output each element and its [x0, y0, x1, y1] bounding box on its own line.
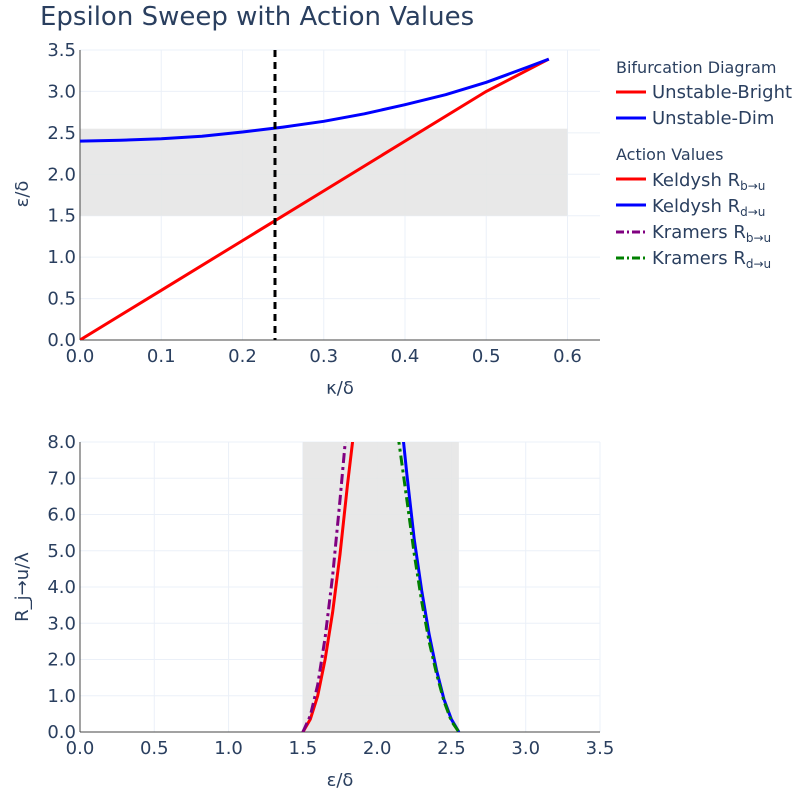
plot1-y-tick-label: 0.5	[47, 289, 76, 310]
plot2-series-line-1	[301, 442, 355, 732]
plot2-series-line-3	[301, 442, 347, 732]
plot2-x-axis-title: ε/δ	[327, 770, 354, 791]
legend-item-keldysh-du[interactable]: Keldysh Rd→u	[616, 196, 765, 219]
plot1-series-group	[80, 57, 550, 340]
plot1-x-tick-label: 0.4	[391, 346, 420, 367]
plot2-shaded-region	[302, 442, 459, 732]
plot1-y-tick-label: 3.0	[47, 81, 76, 102]
plot1-x-tick-label: 0.3	[309, 346, 338, 367]
plot2-x-tick-label: 2.5	[437, 738, 466, 759]
plot2-y-tick-label: 6.0	[47, 505, 76, 526]
legend: Bifurcation Diagram Unstable-Bright Unst…	[616, 58, 792, 271]
plot2-series-line-2	[402, 442, 461, 732]
plot2-y-tick-label: 8.0	[47, 432, 76, 453]
legend-group-action-title: Action Values	[616, 145, 723, 164]
legend-label: Kramers Rb→u	[652, 222, 771, 245]
plot2-y-tick-label: 5.0	[47, 541, 76, 562]
action-values-plot: 0.0 0.5 1.0 1.5 2.0 2.5 3.0 3.5 0.0 1.0 2.0 3.0 4.0 5…	[47, 432, 615, 759]
plot2-y-tick-label: 4.0	[47, 577, 76, 598]
plot2-y-tick-label: 1.0	[47, 686, 76, 707]
plot1-y-tick-label: 2.5	[47, 123, 76, 144]
legend-label: Keldysh Rb→u	[652, 170, 765, 193]
bifurcation-plot: 0.0 0.1 0.2 0.3 0.4 0.5 0.6 0.0 0.5 1.0 1.5 2.0 2.5 3…	[47, 40, 600, 367]
plot1-y-tick-label: 1.5	[47, 206, 76, 227]
plot1-y-tick-label: 2.0	[47, 164, 76, 185]
plot2-x-tick-label: 0.5	[140, 738, 169, 759]
plot1-x-axis-title: κ/δ	[326, 378, 354, 399]
plot2-x-tick-label: 1.0	[214, 738, 243, 759]
plot1-series-line-2	[80, 57, 550, 143]
plot2-series-group	[301, 442, 461, 732]
plot2-x-tick-label: 3.5	[586, 738, 615, 759]
plot1-x-tick-label: 0.1	[147, 346, 176, 367]
plot2-y-axis-title: R_j→u/λ	[12, 552, 33, 622]
plot1-shaded-region	[80, 128, 568, 216]
plot2-x-tick-label: 0.0	[66, 738, 95, 759]
plot1-series-line-1	[80, 57, 550, 340]
plot1-x-tick-label: 0.0	[66, 346, 95, 367]
legend-label: Unstable-Dim	[652, 108, 774, 129]
legend-label: Keldysh Rd→u	[652, 196, 765, 219]
plot1-y-axis-title: ε/δ	[12, 181, 33, 208]
plot2-y-tick-label: 0.0	[47, 722, 76, 743]
plot1-x-tick-label: 0.6	[553, 346, 582, 367]
legend-item-unstable-dim[interactable]: Unstable-Dim	[616, 108, 774, 129]
chart-title: Epsilon Sweep with Action Values	[40, 2, 474, 32]
legend-label: Kramers Rd→u	[652, 248, 771, 271]
plot2-x-tick-label: 3.0	[511, 738, 540, 759]
legend-label: Unstable-Bright	[652, 82, 792, 103]
plot2-y-tick-label: 7.0	[47, 468, 76, 489]
plot1-y-tick-label: 0.0	[47, 330, 76, 351]
legend-item-kramers-du[interactable]: Kramers Rd→u	[616, 248, 771, 271]
legend-item-keldysh-bu[interactable]: Keldysh Rb→u	[616, 170, 765, 193]
plot2-y-tick-label: 2.0	[47, 650, 76, 671]
legend-item-unstable-bright[interactable]: Unstable-Bright	[616, 82, 792, 103]
legend-item-kramers-bu[interactable]: Kramers Rb→u	[616, 222, 771, 245]
legend-group-bifurcation-title: Bifurcation Diagram	[616, 58, 776, 77]
plot1-y-tick-label: 1.0	[47, 247, 76, 268]
plot2-x-tick-label: 1.5	[289, 738, 318, 759]
plot2-x-tick-label: 2.0	[363, 738, 392, 759]
plot2-series-line-4	[397, 442, 461, 732]
plot2-y-tick-label: 3.0	[47, 613, 76, 634]
plot1-x-tick-label: 0.5	[472, 346, 501, 367]
plot1-y-tick-label: 3.5	[47, 40, 76, 61]
plot1-x-tick-label: 0.2	[228, 346, 257, 367]
